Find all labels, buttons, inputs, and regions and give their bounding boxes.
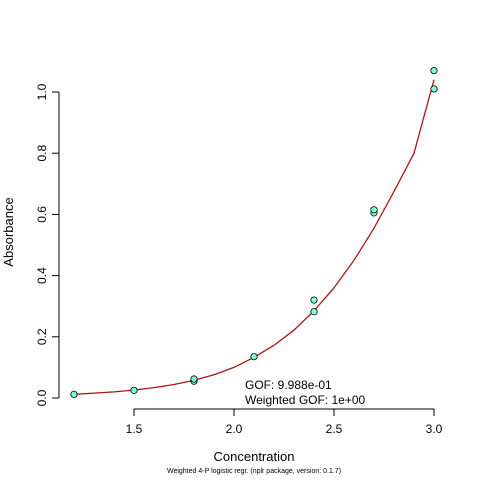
x-tick-label: 2.0 bbox=[226, 422, 243, 436]
y-axis-title: Absorbance bbox=[1, 197, 16, 266]
gof-annotation: GOF: 9.988e-01 bbox=[245, 378, 332, 392]
fit-curve-layer bbox=[73, 79, 435, 395]
x-tick-label: 3.0 bbox=[426, 422, 443, 436]
x-axis-title: Concentration bbox=[214, 449, 295, 464]
data-point bbox=[310, 296, 318, 304]
data-point bbox=[370, 206, 378, 214]
data-points-layer bbox=[70, 66, 438, 398]
x-tick-label: 1.5 bbox=[126, 422, 143, 436]
y-tick-label: 0.2 bbox=[35, 328, 49, 345]
fit-curve bbox=[73, 79, 435, 395]
data-point bbox=[70, 390, 78, 398]
y-tick-label: 1.0 bbox=[35, 83, 49, 100]
x-axis: 1.5 2.0 2.5 3.0 bbox=[126, 408, 443, 436]
y-axis: 0.0 0.2 0.4 0.6 0.8 1.0 bbox=[35, 83, 60, 406]
data-point bbox=[310, 308, 318, 316]
data-point bbox=[250, 353, 258, 361]
y-tick-label: 0.4 bbox=[35, 267, 49, 284]
x-tick-label: 2.5 bbox=[326, 422, 343, 436]
data-point bbox=[130, 386, 138, 394]
data-point bbox=[430, 66, 438, 75]
weighted-gof-annotation: Weighted GOF: 1e+00 bbox=[245, 393, 366, 407]
y-tick-label: 0.6 bbox=[35, 206, 49, 223]
data-point bbox=[190, 375, 198, 383]
footer-note: Weighted 4-P logistic regr. (nplr packag… bbox=[167, 468, 341, 475]
y-tick-label: 0.8 bbox=[35, 145, 49, 162]
y-tick-label: 0.0 bbox=[35, 389, 49, 406]
data-point bbox=[430, 85, 438, 93]
